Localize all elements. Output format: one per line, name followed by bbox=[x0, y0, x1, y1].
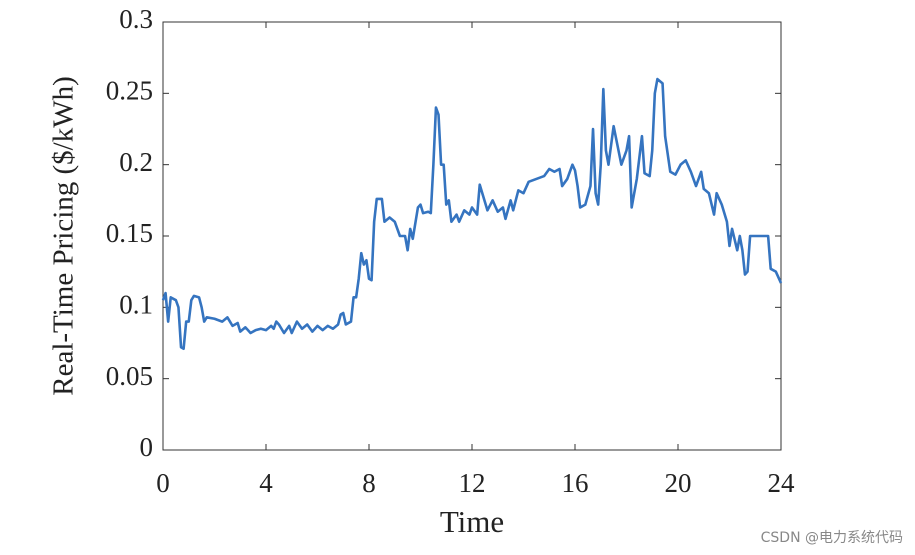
y-tick-label: 0.25 bbox=[106, 76, 153, 106]
x-tick-label: 8 bbox=[362, 468, 376, 498]
x-tick-label: 16 bbox=[562, 468, 589, 498]
line-series bbox=[161, 77, 783, 351]
y-axis-label: Real-Time Pricing ($/kWh) bbox=[48, 76, 80, 396]
x-tick-label: 12 bbox=[459, 468, 486, 498]
x-tick-label: 4 bbox=[259, 468, 273, 498]
x-tick-label: 0 bbox=[156, 468, 170, 498]
y-tick-label: 0.3 bbox=[119, 4, 153, 34]
x-tick-label: 24 bbox=[768, 468, 796, 498]
watermark: CSDN @电力系统代码 bbox=[761, 530, 903, 546]
y-tick-label: 0.05 bbox=[106, 361, 153, 391]
y-tick-label: 0.1 bbox=[119, 290, 153, 320]
y-tick-label: 0.15 bbox=[106, 218, 153, 248]
y-tick-label: 0.2 bbox=[119, 147, 153, 177]
plot-frame bbox=[162, 21, 782, 451]
x-tick-label: 20 bbox=[665, 468, 692, 498]
y-tick-label: 0 bbox=[140, 432, 154, 462]
x-axis-label: Time bbox=[440, 504, 504, 539]
